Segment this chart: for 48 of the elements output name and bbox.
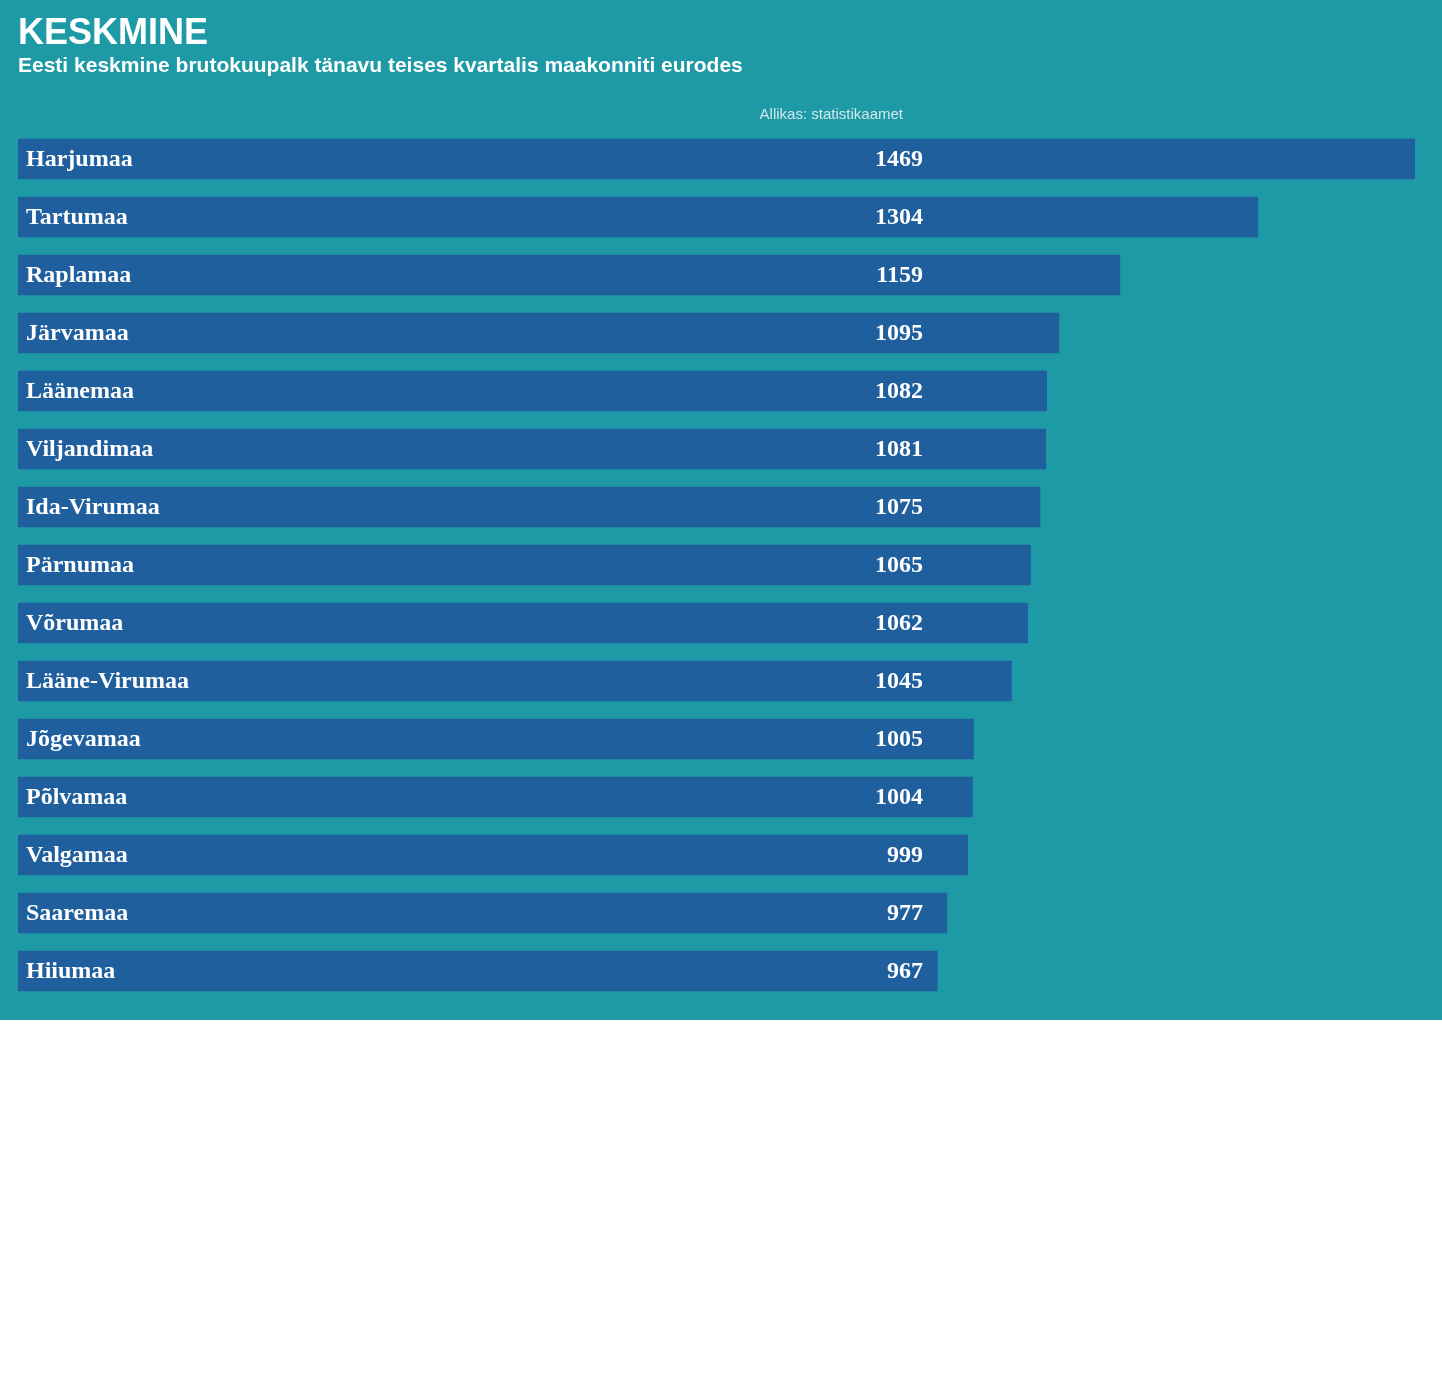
bar (18, 138, 1415, 180)
y-tick-label: Võrumaa (26, 609, 124, 635)
y-tick-label: Järvamaa (26, 319, 129, 345)
data-label: 1065 (875, 551, 923, 577)
bar (18, 660, 1012, 702)
y-tick-label: Põlvamaa (26, 783, 128, 809)
bar (18, 428, 1047, 470)
y-tick-label: Läänemaa (26, 377, 134, 403)
data-label: 1004 (875, 783, 923, 809)
bar (18, 602, 1028, 644)
bar (18, 544, 1031, 586)
data-label: 967 (887, 957, 923, 983)
bar (18, 950, 938, 992)
y-tick-label: Saaremaa (26, 899, 129, 925)
y-tick-label: Lääne-Virumaa (26, 667, 190, 693)
bar (18, 834, 969, 876)
bar (18, 196, 1259, 238)
y-tick-label: Raplamaa (26, 261, 132, 287)
data-label: 1095 (875, 319, 923, 345)
bar (18, 892, 948, 934)
bar (18, 370, 1047, 412)
data-label: 1469 (875, 145, 923, 171)
data-label: 1045 (875, 667, 923, 693)
data-label: 999 (887, 841, 923, 867)
data-label: 1082 (875, 377, 923, 403)
text: Allikas: statistikaamet (759, 105, 904, 122)
data-label: 1159 (876, 261, 923, 287)
y-tick-label: Jõgevamaa (26, 725, 141, 751)
y-tick-label: Valgamaa (26, 841, 128, 867)
data-label: 1081 (875, 435, 923, 461)
bar (18, 486, 1041, 528)
bar (18, 254, 1121, 296)
data-label: 1062 (875, 609, 923, 635)
bar (18, 776, 973, 818)
data-label: 977 (887, 899, 923, 925)
data-label: 1075 (875, 493, 923, 519)
chart-title: KESKMINE (18, 11, 209, 52)
chart-subtitle: Eesti keskmine brutokuupalk tänavu teises kvartalis maakonniti eurodes (18, 53, 743, 76)
data-label: 1304 (875, 203, 923, 229)
y-tick-label: Tartumaa (26, 203, 128, 229)
y-tick-label: Harjumaa (26, 145, 133, 171)
y-tick-label: Pärnumaa (26, 551, 134, 577)
bar (18, 312, 1060, 354)
y-tick-label: Viljandimaa (26, 435, 154, 461)
bar (18, 718, 974, 760)
y-tick-label: Hiiumaa (26, 957, 116, 983)
data-label: 1005 (875, 725, 923, 751)
y-tick-label: Ida-Virumaa (26, 493, 160, 519)
